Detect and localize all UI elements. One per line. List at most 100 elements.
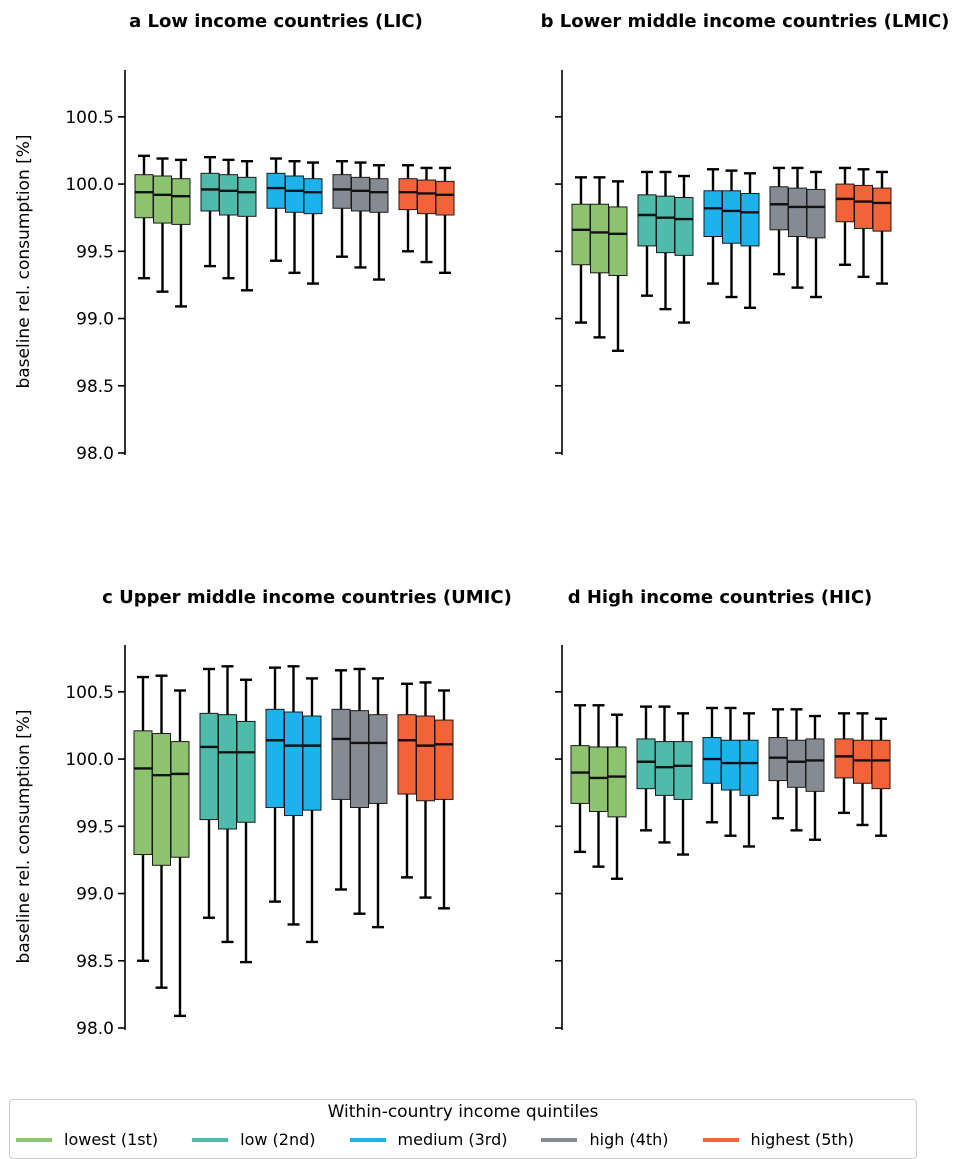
box: [721, 739, 740, 791]
panel-a: a Low income countries (LIC) baseline rel…: [14, 11, 455, 464]
box: [171, 178, 191, 225]
panel-title: b Lower middle income countries (LMIC): [541, 11, 950, 32]
legend-swatch: [16, 1137, 52, 1142]
legend-label: low (2nd): [240, 1130, 316, 1149]
box: [237, 176, 257, 217]
y-tick-label: 99.0: [76, 310, 114, 330]
box: [703, 190, 723, 238]
box: [133, 730, 153, 856]
box: [397, 714, 417, 795]
legend-item: medium (3rd): [349, 1130, 508, 1149]
panel-b: b Lower middle income countries (LMIC): [541, 11, 950, 455]
legend-swatch: [541, 1137, 578, 1142]
box: [636, 738, 656, 790]
box: [656, 195, 675, 254]
box-group-4: [769, 166, 826, 299]
box: [152, 733, 171, 866]
box: [134, 174, 154, 219]
legend: Within-country income quintiles lowest (…: [9, 1099, 917, 1159]
box: [590, 203, 609, 274]
panel-title: c Upper middle income countries (UMIC): [102, 587, 512, 608]
box-group-3: [702, 706, 759, 848]
legend-item: lowest (1st): [16, 1130, 158, 1149]
box: [369, 178, 389, 213]
box: [199, 712, 219, 821]
box: [872, 187, 892, 232]
legend-title: Within-country income quintiles: [327, 1102, 599, 1122]
box: [674, 197, 694, 256]
box: [351, 176, 370, 212]
box: [285, 175, 304, 213]
box: [834, 738, 854, 779]
box-group-1: [133, 674, 190, 1018]
box-group-4: [331, 667, 388, 929]
legend-swatch: [192, 1137, 229, 1142]
figure-canvas: a Low income countries (LIC) baseline rel…: [14, 11, 950, 1039]
box-group-1: [570, 704, 627, 880]
legend-label: highest (5th): [750, 1130, 855, 1149]
box: [218, 714, 237, 830]
box: [398, 178, 418, 211]
box: [571, 203, 591, 266]
box: [153, 175, 172, 224]
box: [331, 708, 351, 800]
box-group-5: [397, 681, 454, 910]
box: [806, 188, 826, 239]
box-group-3: [265, 665, 322, 944]
box: [788, 187, 807, 238]
box: [835, 183, 855, 223]
box-group-2: [200, 155, 257, 292]
box: [853, 739, 872, 784]
y-tick-label: 98.0: [76, 444, 114, 464]
box: [854, 184, 873, 229]
y-tick-label: 100.5: [65, 108, 114, 128]
box: [787, 739, 806, 788]
box: [170, 741, 190, 858]
box: [637, 194, 657, 247]
panel-c: c Upper middle income countries (UMIC) ba…: [14, 587, 512, 1039]
y-tick-label: 100.0: [65, 750, 114, 770]
y-tick-label: 100.5: [65, 683, 114, 703]
y-tick-label: 98.5: [76, 377, 114, 397]
box: [768, 737, 788, 782]
box: [739, 739, 759, 796]
box-group-1: [571, 176, 628, 353]
y-axis-label: baseline rel. consumption [%]: [14, 709, 34, 963]
box-group-4: [768, 708, 825, 841]
box: [589, 746, 608, 813]
box: [769, 186, 789, 231]
y-tick-label: 99.5: [76, 242, 114, 262]
y-tick-label: 100.0: [65, 175, 114, 195]
box: [236, 720, 256, 823]
box: [219, 174, 238, 216]
box-group-2: [199, 665, 256, 964]
legend-label: medium (3rd): [397, 1130, 508, 1149]
box: [607, 746, 627, 818]
panel-d: d High income countries (HIC): [555, 587, 891, 1030]
box: [265, 708, 285, 808]
box-group-5: [398, 164, 455, 275]
box: [435, 180, 455, 216]
y-tick-label: 99.0: [76, 885, 114, 905]
box: [266, 172, 286, 209]
box: [368, 714, 388, 804]
legend-label: high (4th): [589, 1130, 669, 1149]
y-tick-label: 98.0: [76, 1019, 114, 1039]
box-group-3: [266, 157, 323, 285]
legend-item: highest (5th): [702, 1130, 855, 1149]
box: [200, 172, 220, 212]
y-axis-label: baseline rel. consumption [%]: [14, 134, 34, 388]
box: [434, 719, 454, 800]
box: [740, 192, 760, 247]
box-group-5: [834, 712, 891, 837]
legend-swatch: [702, 1137, 739, 1142]
box: [302, 715, 322, 811]
box: [702, 737, 722, 784]
box-group-4: [332, 160, 389, 281]
panel-title: d High income countries (HIC): [568, 587, 873, 608]
box: [608, 206, 628, 277]
panel-title: a Low income countries (LIC): [129, 11, 423, 32]
legend-swatch: [349, 1137, 386, 1142]
box: [871, 739, 891, 790]
legend-item: high (4th): [541, 1130, 669, 1149]
